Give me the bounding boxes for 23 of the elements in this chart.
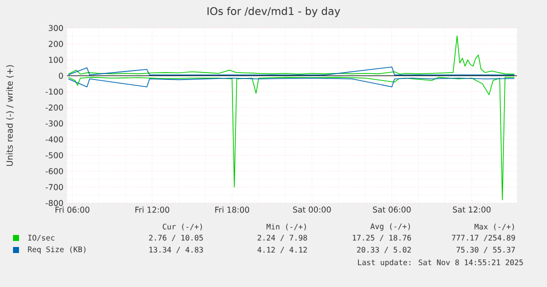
x-tick-label: Fri 12:00 [135, 206, 170, 213]
y-tick-label: -600 [46, 168, 63, 174]
y-tick-label: 100 [49, 56, 63, 63]
y-tick-label: -500 [46, 152, 63, 158]
x-tick-label: Fri 18:00 [215, 206, 250, 213]
x-tick-label: Sat 12:00 [452, 206, 491, 213]
line-series [68, 36, 515, 75]
y-tick-label: -100 [46, 88, 63, 95]
y-tick-label: 300 [48, 24, 63, 32]
y-tick-label: 0 [58, 72, 63, 79]
chart-title: IOs for /dev/md1 - by day [208, 6, 340, 18]
y-tick-label: -800 [46, 200, 63, 206]
x-tick-label: Fri 06:00 [56, 206, 90, 213]
x-tick-label: Sat 06:00 [373, 206, 411, 213]
y-axis-title: Units read (-) / write (+) [6, 65, 14, 166]
y-tick-label: -700 [46, 184, 63, 190]
y-tick-label: -200 [46, 104, 63, 111]
x-tick-label: Sat 00:00 [293, 206, 331, 213]
line-series [68, 76, 515, 200]
y-tick-label: 200 [48, 40, 63, 47]
y-tick-label: -400 [46, 136, 63, 142]
line-series [68, 78, 515, 88]
y-tick-label: -300 [46, 120, 63, 126]
